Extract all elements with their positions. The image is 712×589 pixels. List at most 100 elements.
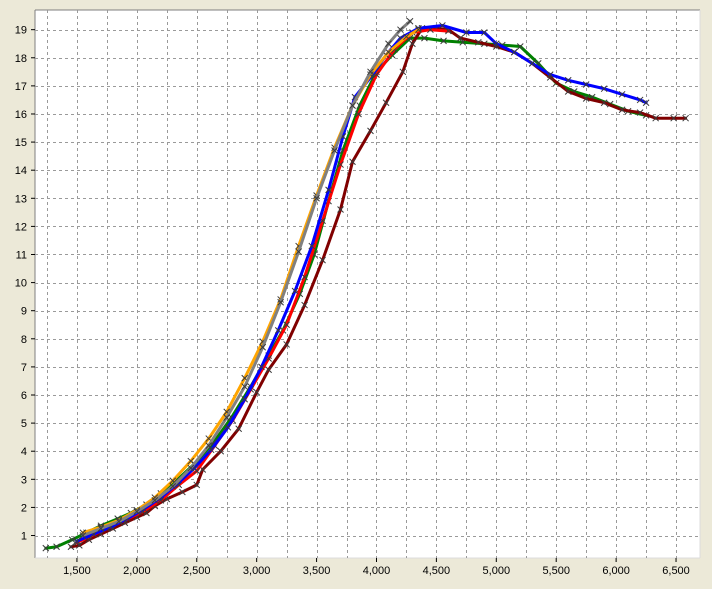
x-tick-label: 1,500 bbox=[63, 565, 91, 577]
data-point-marker bbox=[274, 327, 282, 334]
series-line bbox=[81, 19, 412, 537]
data-point-marker bbox=[582, 81, 590, 88]
data-point-marker bbox=[349, 158, 356, 166]
data-point-marker bbox=[397, 26, 404, 34]
data-point-marker bbox=[480, 29, 488, 36]
data-point-marker bbox=[415, 26, 422, 34]
data-point-marker bbox=[301, 301, 308, 309]
data-point-marker bbox=[193, 481, 201, 489]
data-point-marker bbox=[67, 543, 75, 551]
data-point-marker bbox=[235, 425, 243, 433]
data-point-marker bbox=[670, 114, 677, 122]
data-point-marker bbox=[313, 194, 320, 202]
x-tick-label: 4,500 bbox=[423, 565, 451, 577]
x-tick-label: 6,000 bbox=[602, 565, 630, 577]
y-tick-label: 15 bbox=[15, 137, 27, 149]
data-point-marker bbox=[337, 206, 344, 213]
data-point-marker bbox=[259, 343, 267, 351]
x-tick-label: 6,500 bbox=[662, 565, 690, 577]
series-6 bbox=[79, 17, 414, 539]
data-point-marker bbox=[187, 457, 195, 465]
y-tick-label: 14 bbox=[15, 165, 27, 177]
x-tick-label: 2,500 bbox=[183, 565, 211, 577]
data-point-marker bbox=[367, 127, 374, 135]
data-point-marker bbox=[355, 110, 362, 118]
data-point-marker bbox=[385, 48, 392, 56]
data-point-marker bbox=[516, 43, 524, 50]
data-point-marker bbox=[474, 38, 482, 46]
data-point-marker bbox=[79, 532, 87, 539]
data-point-marker bbox=[68, 536, 76, 544]
data-point-marker bbox=[283, 321, 290, 329]
data-point-marker bbox=[42, 544, 50, 552]
x-tick-label: 4,000 bbox=[363, 565, 391, 577]
data-point-marker bbox=[179, 488, 186, 496]
x-axis: 1,500 2,000 2,500 3,000 3,500 4,000 4,500 5,000… bbox=[63, 558, 690, 577]
data-point-marker bbox=[217, 447, 225, 455]
x-tick-label: 2,000 bbox=[123, 565, 151, 577]
data-point-marker bbox=[385, 40, 392, 48]
data-point-marker bbox=[205, 442, 213, 449]
data-point-marker bbox=[528, 60, 536, 67]
data-point-marker bbox=[600, 85, 608, 93]
y-tick-label: 12 bbox=[15, 221, 27, 233]
data-point-marker bbox=[349, 102, 356, 109]
y-tick-label: 4 bbox=[21, 446, 27, 458]
data-point-marker bbox=[291, 287, 299, 295]
y-tick-label: 6 bbox=[21, 390, 27, 402]
data-point-marker bbox=[319, 256, 326, 264]
data-point-marker bbox=[421, 34, 428, 42]
data-point-marker bbox=[258, 363, 265, 371]
y-tick-label: 16 bbox=[15, 109, 27, 121]
data-point-marker bbox=[325, 186, 332, 194]
data-point-marker bbox=[636, 109, 644, 116]
data-point-marker bbox=[409, 40, 416, 48]
data-point-marker bbox=[564, 76, 572, 84]
y-tick-label: 13 bbox=[15, 193, 27, 205]
data-point-marker bbox=[462, 29, 470, 36]
data-point-marker bbox=[546, 71, 554, 78]
data-point-marker bbox=[187, 464, 195, 472]
data-point-marker bbox=[457, 34, 464, 42]
data-point-marker bbox=[53, 543, 60, 551]
data-point-marker bbox=[403, 33, 410, 41]
data-point-marker bbox=[337, 161, 344, 168]
y-tick-label: 8 bbox=[21, 334, 27, 346]
data-point-marker bbox=[510, 48, 518, 56]
data-point-marker bbox=[241, 383, 249, 390]
y-tick-label: 5 bbox=[21, 418, 27, 430]
series-2 bbox=[67, 24, 689, 551]
data-point-marker bbox=[618, 90, 626, 98]
data-point-marker bbox=[241, 395, 249, 403]
data-point-marker bbox=[367, 68, 374, 76]
y-tick-label: 3 bbox=[21, 474, 27, 486]
data-point-marker bbox=[73, 537, 81, 545]
y-tick-label: 7 bbox=[21, 362, 27, 374]
x-gridlines bbox=[47, 10, 677, 558]
data-point-marker bbox=[439, 22, 446, 29]
y-tick-label: 18 bbox=[15, 53, 27, 65]
data-point-marker bbox=[600, 99, 608, 107]
y-tick-label: 10 bbox=[15, 278, 27, 290]
x-tick-label: 5,500 bbox=[542, 565, 570, 577]
data-point-marker bbox=[223, 414, 231, 421]
data-point-marker bbox=[492, 40, 500, 48]
data-point-marker bbox=[582, 95, 590, 102]
data-point-marker bbox=[564, 88, 572, 95]
y-tick-label: 11 bbox=[16, 249, 27, 261]
x-tick-label: 5,000 bbox=[483, 565, 511, 577]
data-point-marker bbox=[295, 248, 302, 256]
data-point-marker bbox=[399, 68, 407, 76]
data-point-marker bbox=[169, 482, 177, 490]
x-tick-label: 3,500 bbox=[303, 565, 331, 577]
data-point-marker bbox=[277, 298, 284, 306]
data-point-marker bbox=[440, 37, 447, 45]
y-tick-label: 2 bbox=[21, 502, 27, 514]
data-point-marker bbox=[618, 106, 626, 114]
data-point-marker bbox=[97, 525, 105, 532]
data-point-marker bbox=[652, 114, 660, 122]
data-point-marker bbox=[382, 99, 390, 107]
